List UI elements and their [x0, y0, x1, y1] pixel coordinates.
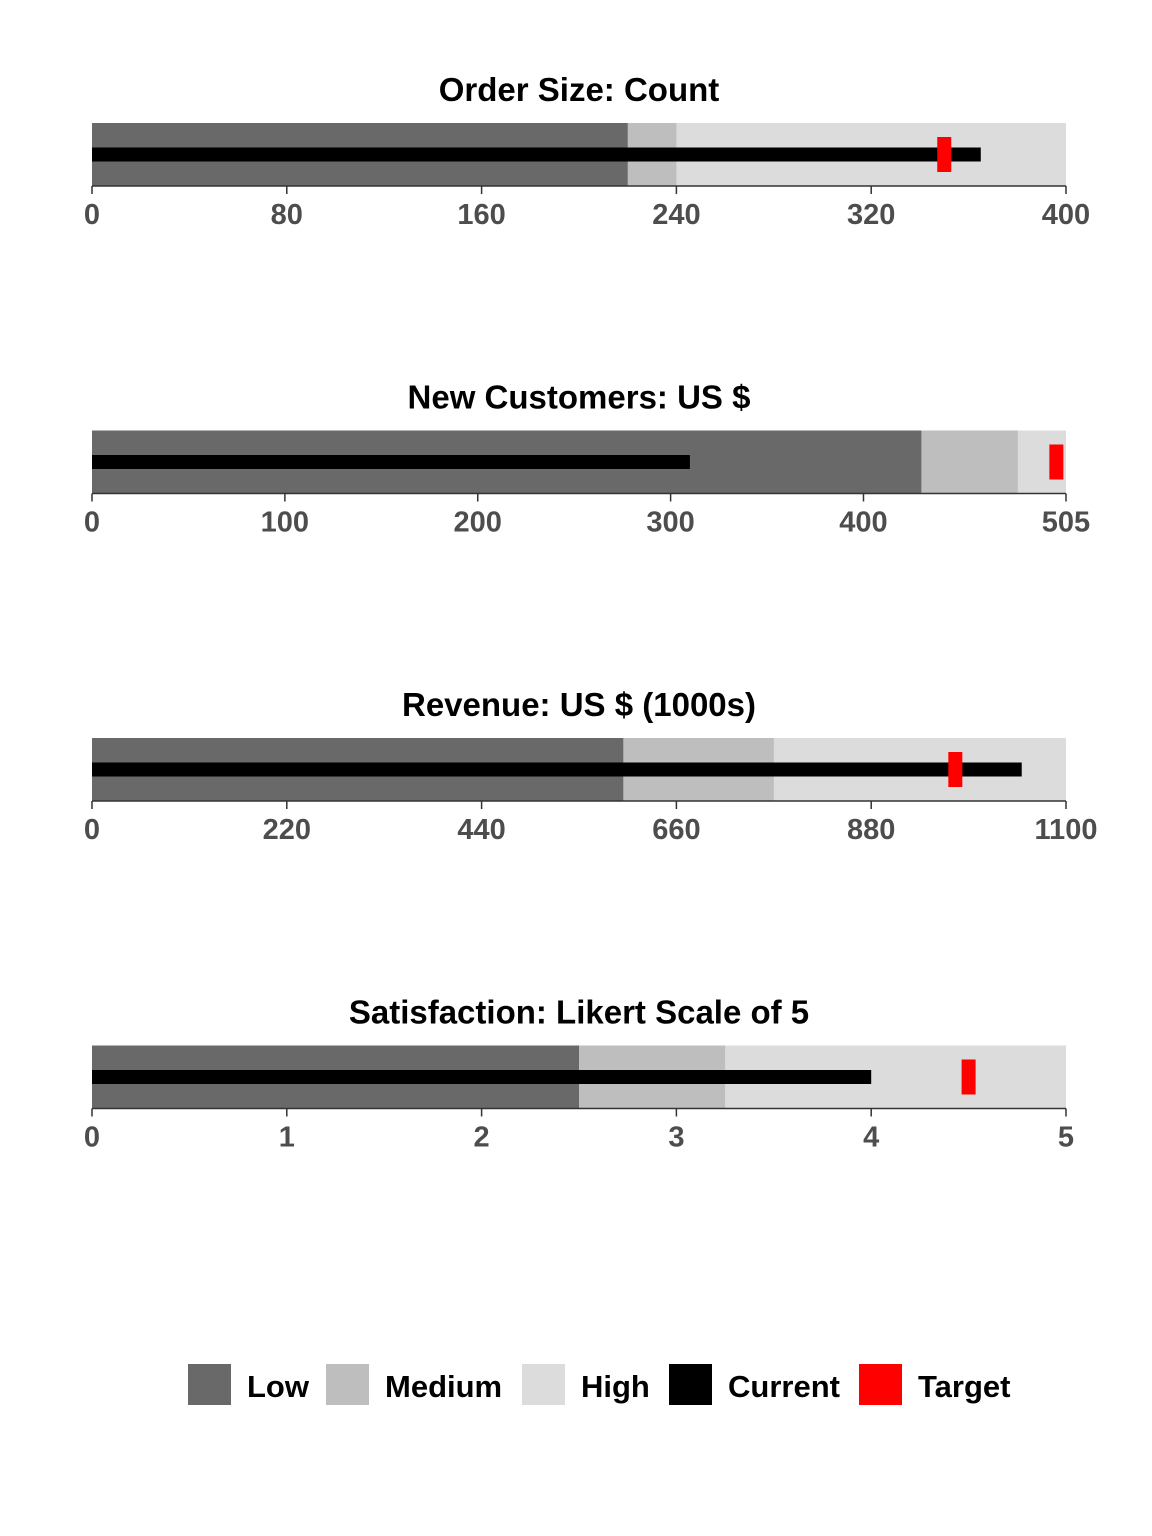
legend-label-high: High — [581, 1369, 650, 1404]
current-bar — [92, 1070, 872, 1084]
x-tick-label: 220 — [263, 814, 311, 846]
target-marker — [937, 137, 952, 172]
x-tick-label: 300 — [646, 507, 694, 539]
x-tick-label: 2 — [474, 1122, 490, 1154]
x-tick-label: 200 — [454, 507, 502, 539]
x-tick-label: 320 — [847, 199, 895, 231]
x-tick-label: 100 — [261, 507, 309, 539]
legend-swatch-high — [522, 1364, 565, 1405]
bullet-panel-0: Order Size: Count 0 80 160 240 320 400 — [84, 71, 1090, 231]
panel-title: New Customers: US $ — [408, 379, 751, 416]
target-marker — [948, 752, 963, 787]
legend-label-low: Low — [247, 1369, 310, 1404]
legend-label-target: Target — [918, 1369, 1010, 1404]
panel-title: Revenue: US $ (1000s) — [402, 686, 756, 723]
x-tick-label: 400 — [839, 507, 887, 539]
bullet-panel-3: Satisfaction: Likert Scale of 5 0 1 2 3 4 5 — [84, 994, 1074, 1154]
x-tick-label: 0 — [84, 507, 100, 539]
legend-swatch-current — [669, 1364, 712, 1405]
panel-title: Satisfaction: Likert Scale of 5 — [349, 994, 809, 1031]
current-bar — [92, 147, 981, 162]
legend-swatch-medium — [326, 1364, 369, 1405]
x-tick-label: 1100 — [1035, 814, 1098, 846]
x-tick-label: 240 — [652, 199, 700, 231]
x-tick-label: 505 — [1042, 507, 1090, 539]
x-tick-label: 1 — [279, 1122, 295, 1154]
legend-label-medium: Medium — [385, 1369, 502, 1404]
legend-swatch-target — [859, 1364, 902, 1405]
x-tick-label: 160 — [457, 199, 505, 231]
legend: Low Medium High Current Target — [188, 1364, 1010, 1405]
legend-label-current: Current — [728, 1369, 840, 1404]
current-bar — [92, 762, 1022, 777]
panel-title: Order Size: Count — [439, 71, 720, 108]
bullet-panel-2: Revenue: US $ (1000s) 0 220 440 660 880 1100 — [84, 686, 1098, 846]
target-marker — [1049, 444, 1064, 480]
x-tick-label: 0 — [84, 199, 100, 231]
legend-swatch-low — [188, 1364, 231, 1405]
x-tick-label: 880 — [847, 814, 895, 846]
x-tick-label: 0 — [84, 1122, 100, 1154]
x-tick-label: 0 — [84, 814, 100, 846]
x-tick-label: 440 — [457, 814, 505, 846]
x-tick-label: 400 — [1042, 199, 1090, 231]
x-tick-label: 4 — [863, 1122, 879, 1154]
x-tick-label: 3 — [668, 1122, 684, 1154]
x-tick-label: 660 — [652, 814, 700, 846]
x-tick-label: 80 — [271, 199, 303, 231]
current-bar — [92, 455, 690, 469]
bullet-panel-1: New Customers: US $ 0 100 200 300 400 505 — [84, 379, 1090, 539]
target-marker — [961, 1059, 976, 1095]
x-tick-label: 5 — [1058, 1122, 1074, 1154]
